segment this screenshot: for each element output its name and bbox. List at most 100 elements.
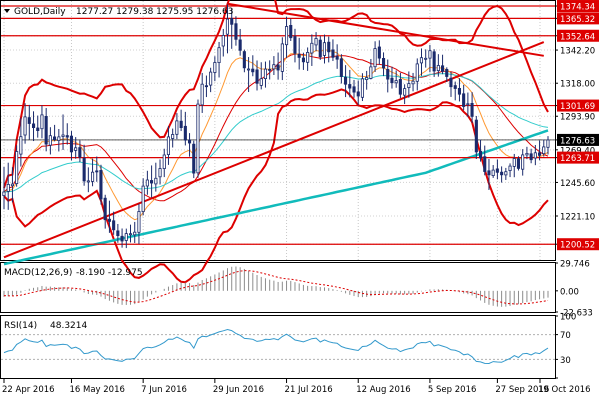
candle-body (259, 78, 263, 86)
date-label: 19 Oct 2016 (538, 385, 591, 395)
date-label: 7 Jun 2016 (141, 385, 187, 395)
rsi-header: RSI(14) 48.3214 (4, 321, 87, 331)
candle-body (48, 135, 52, 146)
candle-body (36, 127, 40, 131)
candle-body (27, 117, 31, 124)
price-label-box (557, 133, 599, 146)
candle-body (204, 85, 209, 88)
candle-body (457, 88, 461, 95)
candle-body (171, 134, 175, 139)
date-label: 22 Apr 2016 (2, 385, 55, 395)
candle-body (246, 68, 251, 71)
candle-body (327, 41, 331, 53)
rsi-plot-area: 100 70 30 (1, 313, 576, 379)
candle-body (474, 119, 478, 153)
candle-body (525, 152, 529, 156)
price-plot-area (1, 0, 555, 284)
trendline (3, 41, 545, 259)
candle-body (213, 62, 217, 73)
candle-body (394, 80, 398, 84)
candle-body (483, 156, 487, 172)
macd-label: MACD(12,26,9) (4, 268, 72, 278)
date-axis: 22 Apr 2016 16 May 2016 7 Jun 2016 29 Jun 2… (2, 379, 591, 395)
candle-body (462, 93, 466, 107)
candle-body (91, 171, 95, 182)
candle-body (145, 179, 149, 187)
price-label-box (557, 0, 599, 13)
candle-body (533, 152, 537, 159)
candle-body (112, 220, 116, 231)
candle-body (209, 71, 213, 86)
price-label: 1318.00 (560, 80, 595, 90)
candle-body (348, 84, 352, 89)
price-label-box (557, 238, 599, 251)
candle-body (407, 83, 411, 88)
candle-body (411, 80, 415, 85)
candle-body (242, 51, 246, 69)
rsi-line (3, 328, 549, 365)
price-label: 1263.71 (560, 154, 595, 164)
rsi-axis-label: 30 (560, 356, 571, 366)
candle-body (187, 139, 192, 144)
candle-body (398, 79, 402, 95)
candle-body (175, 120, 179, 135)
candle-body (200, 83, 204, 106)
macd-axis-label: -22.633 (560, 309, 593, 319)
candle-body (487, 170, 491, 176)
candle-body (453, 85, 457, 89)
candle-body (390, 77, 394, 84)
candle-body (318, 39, 322, 58)
candle-body (57, 136, 61, 141)
candle-body (512, 158, 516, 167)
candle-body (424, 57, 428, 60)
candle-body (137, 211, 141, 233)
candle-body (310, 42, 314, 54)
ohlc-values: 1277.27 1279.38 1275.95 1276.63 (76, 7, 233, 17)
chart-header: GOLD,Daily 1277.27 1279.38 1275.95 1276.… (4, 7, 233, 17)
macd-plot-area: 29.746 0.00 -22.633 (3, 260, 593, 319)
macd-axis-label: 0.00 (560, 287, 579, 297)
candle-body (74, 147, 78, 151)
candle-body (432, 51, 436, 72)
candle-body (179, 120, 183, 128)
candle-body (128, 233, 133, 236)
candle-body (466, 103, 470, 106)
candle-body (107, 218, 112, 222)
candle-body (436, 65, 440, 71)
candle-body (116, 230, 120, 236)
candle-body (538, 152, 542, 156)
candle-body (40, 114, 44, 130)
candle-body (529, 153, 533, 161)
candle-body (225, 18, 230, 35)
price-label: 1221.10 (560, 213, 595, 223)
candle-body (521, 154, 525, 170)
candle-body (360, 78, 364, 98)
candle-body (306, 52, 310, 63)
candle-body (428, 50, 432, 59)
candle-body (445, 69, 449, 77)
candle-body (196, 103, 200, 174)
candle-body (343, 76, 348, 85)
price-label: 1342.20 (560, 47, 595, 57)
candle-body (234, 23, 238, 40)
candle-body (133, 231, 137, 236)
rsi-axis-label: 100 (560, 313, 576, 323)
candle-body (251, 68, 255, 73)
date-label: 12 Aug 2016 (356, 385, 410, 395)
candle-body (44, 116, 48, 145)
candle-body (263, 68, 267, 79)
candle-body (542, 146, 546, 154)
price-axis: 1374.34 1365.32 1352.64 1342.20 1318.00 1301.… (555, 0, 599, 251)
candle-body (32, 123, 36, 129)
trendline (227, 2, 544, 57)
rsi-value: 48.3214 (50, 321, 87, 331)
candle-body (221, 35, 225, 47)
candle-body (289, 24, 293, 39)
candle-body (293, 36, 297, 54)
date-label: 21 Jul 2016 (285, 385, 333, 395)
candle-body (478, 150, 483, 159)
rsi-axis-label: 70 (560, 331, 571, 341)
price-label-box (557, 29, 599, 42)
price-label: 1301.69 (560, 102, 595, 112)
candle-body (10, 183, 15, 187)
